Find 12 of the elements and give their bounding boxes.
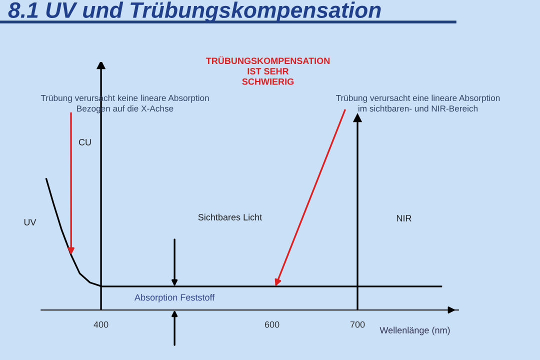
ref-line-label: CU xyxy=(78,139,91,146)
annotation: Sichtbares Licht xyxy=(198,214,262,220)
annotation: Absorption Feststoff xyxy=(134,294,215,302)
x-tick-label: 600 xyxy=(264,321,280,328)
chart-subtitle: TRÜBUNGSKOMPENSATION IST SEHR SCHWIERIG xyxy=(206,56,330,85)
chart-title: 8.1 UV und Trübungskompensation xyxy=(8,2,381,22)
annotation: Trübung verursacht eine lineare Absorption im sichtbaren- und NIR-Bereich xyxy=(336,94,500,112)
x-tick-label: 700 xyxy=(350,321,365,328)
annotation: NIR xyxy=(396,215,412,222)
x-axis-title: Wellenlänge (nm) xyxy=(380,326,450,336)
text: UV xyxy=(24,219,36,226)
x-tick-label: 400 xyxy=(94,321,108,328)
